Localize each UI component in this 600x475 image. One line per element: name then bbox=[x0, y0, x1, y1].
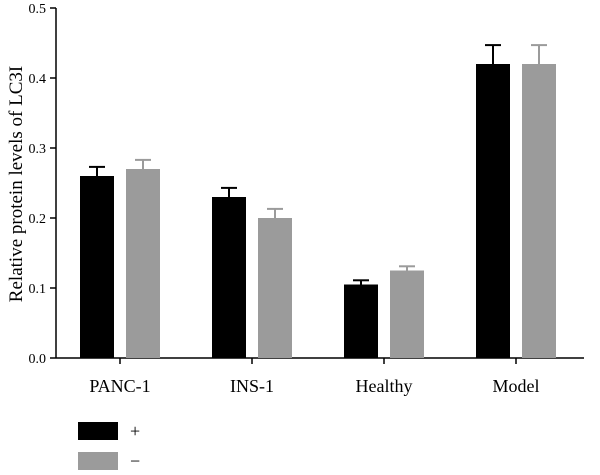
legend-swatch bbox=[78, 422, 118, 440]
legend-label: + bbox=[130, 421, 140, 441]
x-tick-label: Healthy bbox=[356, 376, 413, 396]
bar-panc-1-series-1 bbox=[126, 169, 160, 358]
y-ticks: 0.0 0.1 0.2 0.3 0.4 0.5 bbox=[29, 2, 56, 367]
bar-ins-1-series-1 bbox=[258, 218, 292, 358]
bar-healthy-series-1 bbox=[390, 270, 424, 358]
bar-panc-1-series-0 bbox=[80, 176, 114, 358]
y-tick-label: 0.4 bbox=[29, 72, 47, 87]
y-tick-label: 0.5 bbox=[29, 2, 47, 17]
y-tick-label: 0.3 bbox=[29, 142, 47, 157]
bar-healthy-series-0 bbox=[344, 284, 378, 358]
legend-label: − bbox=[130, 451, 140, 471]
y-tick-label: 0.2 bbox=[29, 212, 47, 227]
y-axis-title: Relative protein levels of LC3I bbox=[6, 66, 27, 302]
bar-ins-1-series-0 bbox=[212, 197, 246, 358]
x-tick-label: Model bbox=[493, 376, 540, 396]
legend-swatch bbox=[78, 452, 118, 470]
bars-group bbox=[80, 44, 556, 358]
x-ticks: PANC-1 INS-1 Healthy Model bbox=[89, 358, 540, 396]
y-tick-label: 0.1 bbox=[29, 282, 47, 297]
bar-model-series-0 bbox=[476, 64, 510, 358]
y-tick-label: 0.0 bbox=[29, 352, 47, 367]
x-tick-label: INS-1 bbox=[230, 376, 274, 396]
x-tick-label: PANC-1 bbox=[89, 376, 150, 396]
bar-model-series-1 bbox=[522, 64, 556, 358]
legend: +− bbox=[78, 421, 140, 471]
